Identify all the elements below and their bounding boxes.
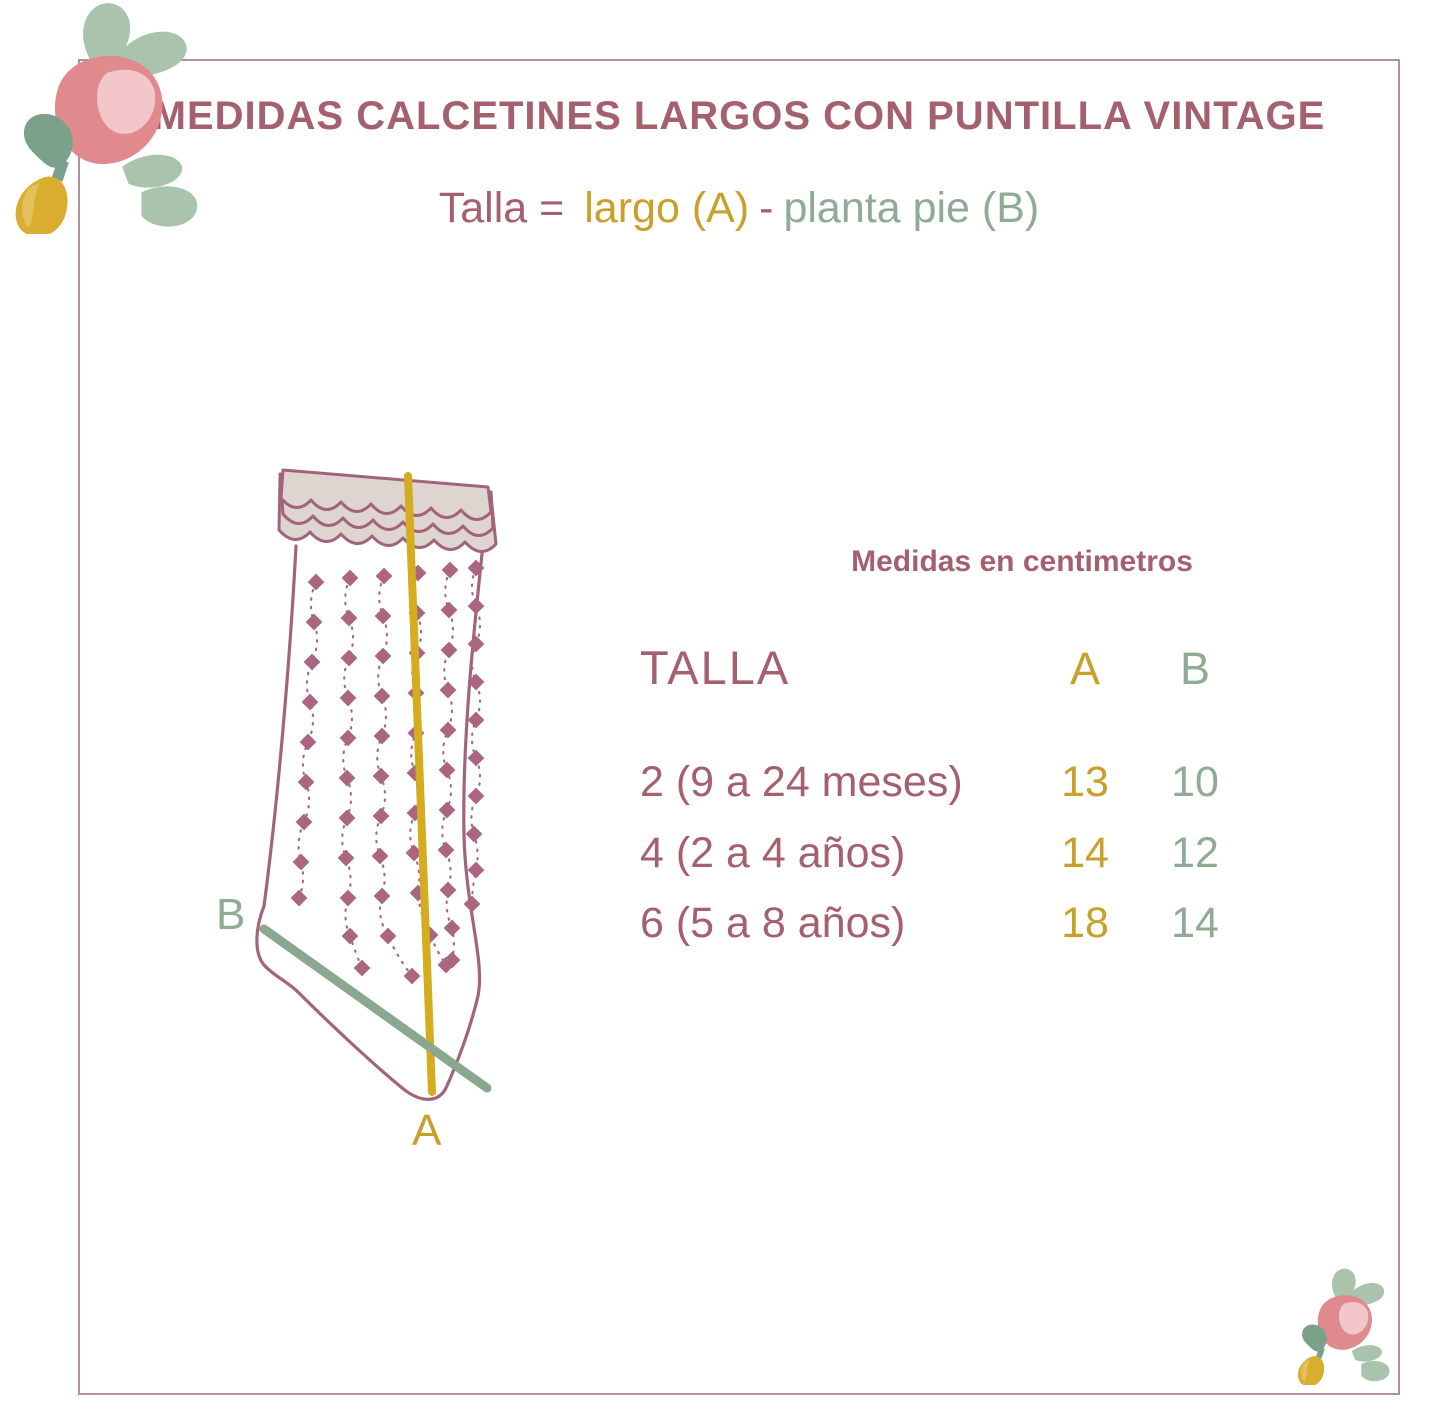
size-label: 6 (5 a 8 años) [640,899,906,947]
value-a: 14 [1061,829,1109,877]
value-b: 12 [1171,829,1219,877]
value-a: 13 [1061,758,1109,806]
flower-decoration-icon [15,3,198,234]
value-b: 14 [1171,899,1219,947]
table-header-row: TALLA A B [640,640,1260,695]
measurement-line-a [404,472,436,1096]
table-row: 2 (9 a 24 meses) 13 10 [640,758,1260,807]
formula-largo-a: largo (A) [584,184,750,232]
page-title: MEDIDAS CALCETINES LARGOS CON PUNTILLA V… [152,94,1326,138]
measurement-line-b [259,924,492,1093]
size-formula: Talla = largo (A) - planta pie (B) [78,184,1400,233]
value-a: 18 [1061,899,1109,947]
formula-dash: - [759,184,774,232]
size-label: 4 (2 a 4 años) [640,829,906,877]
header-talla: TALLA [640,641,791,694]
flower-decoration-icon [1297,1268,1390,1385]
sock-illustration [255,468,498,1101]
lace-pattern [290,559,485,985]
size-label: 2 (9 a 24 meses) [640,758,963,806]
formula-planta-b: planta pie (B) [783,184,1040,232]
sock-cuff [277,468,498,553]
diagram-label-a: A [412,1106,442,1155]
header-a: A [1069,643,1100,694]
table-row: 4 (2 a 4 años) 14 12 [640,829,1260,878]
sock-outline [255,544,484,1101]
value-b: 10 [1171,758,1219,806]
units-note: Medidas en centimetros [851,545,1193,578]
diagram-label-b: B [216,890,246,939]
header-b: B [1179,643,1210,694]
decorative-frame [78,59,1400,1395]
table-row: 6 (5 a 8 años) 18 14 [640,899,1260,948]
formula-talla: Talla = [438,184,565,232]
